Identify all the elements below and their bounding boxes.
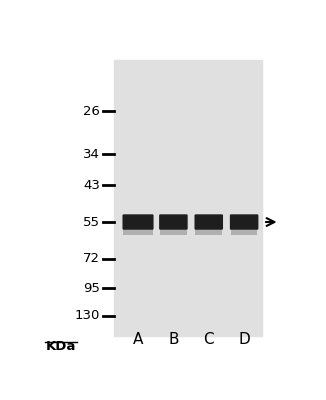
Text: C: C — [203, 332, 214, 346]
FancyBboxPatch shape — [159, 214, 188, 230]
FancyBboxPatch shape — [123, 214, 154, 230]
Bar — [124, 228, 153, 235]
Text: 26: 26 — [83, 105, 100, 118]
Text: A: A — [133, 332, 143, 346]
Text: B: B — [168, 332, 179, 346]
Text: 95: 95 — [83, 282, 100, 295]
Text: 55: 55 — [83, 216, 100, 228]
Text: 43: 43 — [83, 178, 100, 192]
FancyBboxPatch shape — [230, 214, 259, 230]
Bar — [160, 228, 187, 235]
Text: 72: 72 — [83, 252, 100, 266]
Text: D: D — [238, 332, 250, 346]
Bar — [196, 228, 222, 235]
Text: 130: 130 — [75, 310, 100, 322]
Bar — [231, 228, 258, 235]
Text: 34: 34 — [83, 148, 100, 161]
Text: KDa: KDa — [46, 340, 76, 353]
FancyBboxPatch shape — [195, 214, 223, 230]
Bar — [114, 60, 262, 336]
